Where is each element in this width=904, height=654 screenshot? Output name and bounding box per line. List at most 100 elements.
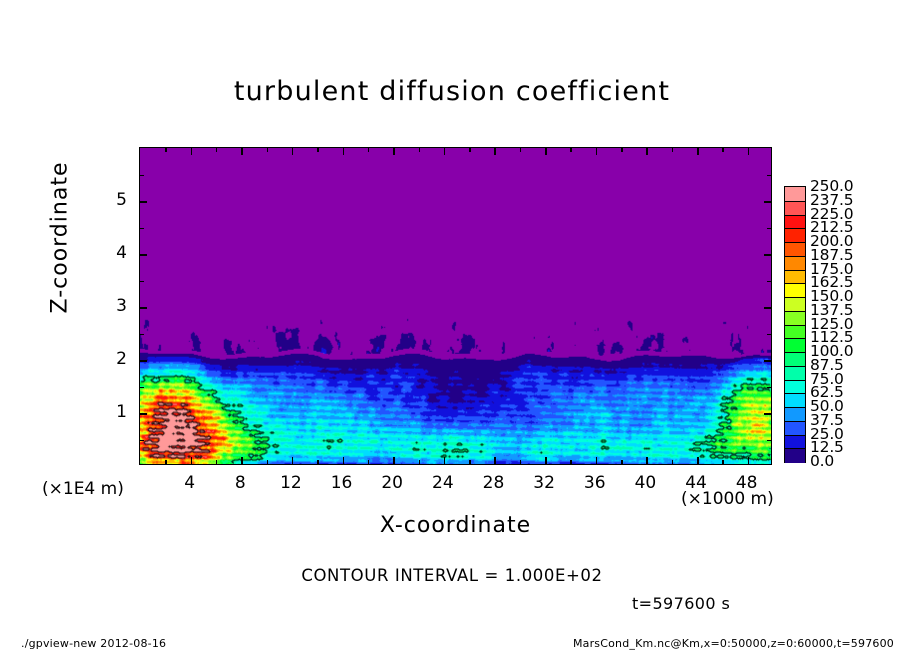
colorbar-tick-label: 150.0	[810, 287, 854, 305]
colorbar-band	[785, 352, 805, 367]
footer-command: ./gpview-new 2012-08-16	[21, 637, 167, 650]
y-tick-label: 2	[116, 349, 127, 369]
y-tick-label: 1	[116, 402, 127, 422]
x-tick	[291, 457, 294, 464]
colorbar-separator	[785, 242, 805, 243]
y-tick	[140, 254, 147, 256]
colorbar-separator	[785, 407, 805, 408]
colorbar-separator	[785, 365, 805, 367]
x-tick	[646, 457, 648, 464]
colorbar-separator	[785, 310, 805, 312]
x-tick-top	[722, 148, 724, 152]
colorbar-band	[785, 242, 805, 257]
turbulent-diffusion-field	[140, 148, 771, 464]
x-tick	[393, 457, 395, 464]
colorbar-separator	[785, 228, 805, 230]
y-tick	[140, 174, 144, 176]
x-tick-top	[393, 148, 395, 155]
y-tick	[140, 360, 147, 362]
colorbar-band	[785, 228, 805, 244]
colorbar-tick-label: 50.0	[810, 397, 844, 415]
y-tick-right	[767, 174, 771, 176]
colorbar-tick-label: 162.5	[810, 273, 854, 292]
colorbar-band	[785, 324, 805, 340]
colorbar-tick-label: 0.0	[810, 452, 835, 470]
x-tick	[595, 457, 598, 464]
colorbar-band	[785, 448, 805, 464]
y-axis-unit: (×1E4 m)	[42, 479, 124, 499]
x-tick	[621, 460, 623, 464]
x-tick-top	[494, 148, 496, 155]
y-tick	[140, 386, 144, 388]
y-tick	[140, 280, 144, 282]
y-tick-right	[764, 413, 771, 415]
x-tick-label: 20	[381, 473, 404, 493]
colorbar[interactable]	[784, 186, 806, 464]
x-tick-top	[367, 148, 370, 152]
x-tick-top	[519, 148, 522, 152]
colorbar-separator	[785, 255, 805, 257]
colorbar-band	[785, 407, 805, 422]
y-axis-label: Z-coordinate	[47, 161, 73, 314]
x-tick	[469, 460, 471, 464]
x-tick-top	[545, 148, 547, 155]
colorbar-separator	[785, 420, 805, 422]
y-tick-label: 3	[116, 296, 127, 316]
x-tick	[697, 457, 699, 464]
colorbar-tick-label: 12.5	[810, 438, 844, 457]
x-tick-top	[697, 148, 699, 155]
colorbar-band	[785, 297, 805, 312]
colorbar-separator	[785, 283, 805, 285]
colorbar-tick-label: 125.0	[810, 314, 854, 333]
x-tick-top	[291, 148, 294, 155]
x-tick	[165, 460, 167, 464]
colorbar-band	[785, 420, 805, 436]
colorbar-band	[785, 283, 805, 299]
x-tick	[367, 460, 370, 464]
colorbar-tick-label: 200.0	[810, 232, 854, 250]
colorbar-separator	[785, 448, 805, 450]
y-tick	[140, 201, 147, 203]
y-tick	[140, 333, 144, 335]
colorbar-separator	[785, 269, 805, 271]
x-axis-label: X-coordinate	[379, 513, 532, 538]
x-tick	[190, 457, 193, 464]
x-tick-top	[469, 148, 471, 152]
x-tick-top	[241, 148, 243, 155]
x-tick	[494, 457, 496, 464]
colorbar-tick-label: 237.5	[810, 190, 854, 209]
x-tick-label: 36	[583, 473, 606, 493]
x-tick-label: 24	[432, 473, 454, 493]
x-tick	[317, 460, 319, 464]
x-tick	[519, 460, 522, 464]
x-tick-top	[215, 148, 218, 152]
colorbar-tick-label: 112.5	[810, 328, 854, 347]
colorbar-band	[785, 214, 805, 230]
y-tick-right	[767, 280, 771, 282]
page-title: turbulent diffusion coefficient	[233, 76, 671, 107]
colorbar-band	[785, 393, 805, 409]
x-tick-label: 8	[234, 473, 246, 493]
colorbar-separator	[785, 434, 805, 436]
colorbar-band	[785, 255, 805, 271]
colorbar-tick-label: 250.0	[810, 177, 854, 195]
x-tick-label: 4	[184, 473, 196, 493]
y-tick	[140, 413, 147, 415]
y-tick-right	[767, 333, 771, 335]
x-tick	[241, 457, 243, 464]
colorbar-separator	[785, 200, 805, 202]
colorbar-separator	[785, 352, 805, 353]
contour-plot-area[interactable]	[139, 147, 772, 465]
colorbar-band	[785, 379, 805, 395]
x-tick-label: 28	[482, 473, 505, 493]
y-tick	[140, 227, 144, 229]
footer-source: MarsCond_Km.nc@Km,x=0:50000,z=0:60000,t=…	[572, 637, 894, 650]
y-tick-right	[767, 439, 771, 441]
colorbar-band	[785, 365, 805, 381]
x-tick-label: 40	[634, 473, 657, 493]
x-tick-label: 48	[735, 473, 758, 493]
colorbar-band	[785, 338, 805, 354]
colorbar-separator	[785, 324, 805, 326]
x-tick-label: 44	[685, 473, 707, 493]
